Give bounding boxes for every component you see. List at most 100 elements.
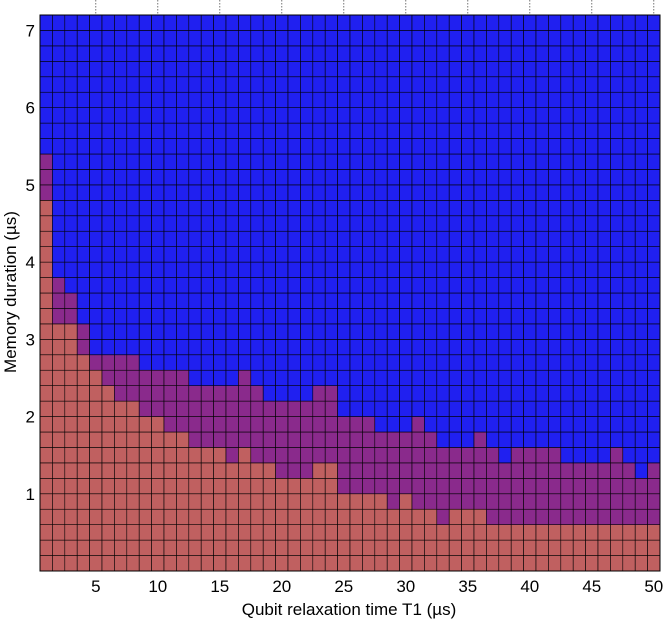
heatmap-cell — [386, 45, 400, 62]
heatmap-cell — [213, 261, 227, 278]
heatmap-cell — [473, 308, 487, 325]
heatmap-cell — [262, 246, 276, 263]
heatmap-cell — [473, 215, 487, 232]
heatmap-cell — [324, 138, 338, 155]
heatmap-cell — [287, 261, 301, 278]
heatmap-cell — [374, 153, 388, 170]
heatmap-cell — [213, 91, 227, 108]
x-tick-label: 5 — [91, 577, 100, 596]
heatmap-cell — [411, 91, 425, 108]
heatmap-cell — [76, 555, 90, 572]
heatmap-cell — [374, 230, 388, 247]
heatmap-cell — [39, 76, 53, 93]
heatmap-cell — [250, 339, 264, 356]
heatmap-cell — [52, 169, 66, 186]
heatmap-cell — [473, 354, 487, 371]
heatmap-cell — [610, 385, 624, 402]
heatmap-cell — [300, 508, 314, 525]
heatmap-cell — [312, 462, 326, 479]
heatmap-cell — [337, 493, 351, 510]
heatmap-cell — [486, 45, 500, 62]
heatmap-cell — [572, 354, 586, 371]
heatmap-cell — [138, 184, 152, 201]
heatmap-cell — [225, 339, 239, 356]
heatmap-cell — [114, 61, 128, 78]
heatmap-cell — [126, 61, 140, 78]
heatmap-cell — [535, 400, 549, 417]
heatmap-cell — [312, 354, 326, 371]
heatmap-cell — [610, 230, 624, 247]
heatmap-cell — [610, 138, 624, 155]
heatmap-cell — [287, 323, 301, 340]
heatmap-cell — [634, 122, 648, 139]
heatmap-cell — [213, 447, 227, 464]
heatmap-cell — [349, 122, 363, 139]
heatmap-cell — [461, 462, 475, 479]
heatmap-cell — [101, 400, 115, 417]
heatmap-cell — [312, 30, 326, 47]
heatmap-cell — [548, 184, 562, 201]
heatmap-cell — [647, 539, 661, 556]
heatmap-cell — [163, 138, 177, 155]
heatmap-cell — [411, 261, 425, 278]
heatmap-cell — [448, 138, 462, 155]
heatmap-cell — [337, 308, 351, 325]
heatmap-cell — [634, 555, 648, 572]
heatmap-cell — [610, 200, 624, 217]
heatmap-cell — [647, 184, 661, 201]
heatmap-cell — [312, 369, 326, 386]
heatmap-cell — [300, 447, 314, 464]
heatmap-cell — [498, 431, 512, 448]
heatmap-cell — [411, 462, 425, 479]
heatmap-cell — [151, 169, 165, 186]
heatmap-cell — [374, 339, 388, 356]
heatmap-cell — [188, 323, 202, 340]
heatmap-cell — [622, 323, 636, 340]
heatmap-cell — [138, 122, 152, 139]
heatmap-cell — [572, 107, 586, 124]
heatmap-cell — [324, 91, 338, 108]
heatmap-cell — [424, 555, 438, 572]
heatmap-cell — [163, 478, 177, 495]
heatmap-cell — [535, 308, 549, 325]
heatmap-cell — [597, 385, 611, 402]
heatmap-cell — [324, 431, 338, 448]
x-tick-label: 30 — [396, 577, 415, 596]
heatmap-cell — [324, 261, 338, 278]
heatmap-cell — [176, 184, 190, 201]
heatmap-cell — [200, 308, 214, 325]
heatmap-cell — [324, 354, 338, 371]
heatmap-cell — [114, 107, 128, 124]
heatmap-cell — [535, 91, 549, 108]
heatmap-cell — [448, 323, 462, 340]
heatmap-cell — [610, 524, 624, 541]
heatmap-cell — [89, 122, 103, 139]
heatmap-cell — [39, 184, 53, 201]
x-tick-label: 15 — [210, 577, 229, 596]
heatmap-cell — [548, 323, 562, 340]
heatmap-cell — [138, 45, 152, 62]
heatmap-cell — [374, 539, 388, 556]
heatmap-cell — [287, 493, 301, 510]
heatmap-cell — [647, 431, 661, 448]
y-tick-label: 5 — [26, 176, 35, 195]
heatmap-cell — [188, 45, 202, 62]
heatmap-cell — [300, 76, 314, 93]
heatmap-cell — [349, 508, 363, 525]
heatmap-cell — [163, 215, 177, 232]
heatmap-cell — [275, 169, 289, 186]
heatmap-cell — [176, 153, 190, 170]
heatmap-cell — [250, 416, 264, 433]
heatmap-cell — [486, 91, 500, 108]
heatmap-cell — [151, 555, 165, 572]
heatmap-cell — [634, 539, 648, 556]
heatmap-cell — [411, 138, 425, 155]
heatmap-cell — [101, 369, 115, 386]
heatmap-cell — [585, 122, 599, 139]
heatmap-cell — [461, 339, 475, 356]
heatmap-cell — [448, 292, 462, 309]
heatmap-cell — [461, 400, 475, 417]
heatmap-cell — [250, 400, 264, 417]
heatmap-cell — [585, 14, 599, 31]
heatmap-cell — [510, 308, 524, 325]
